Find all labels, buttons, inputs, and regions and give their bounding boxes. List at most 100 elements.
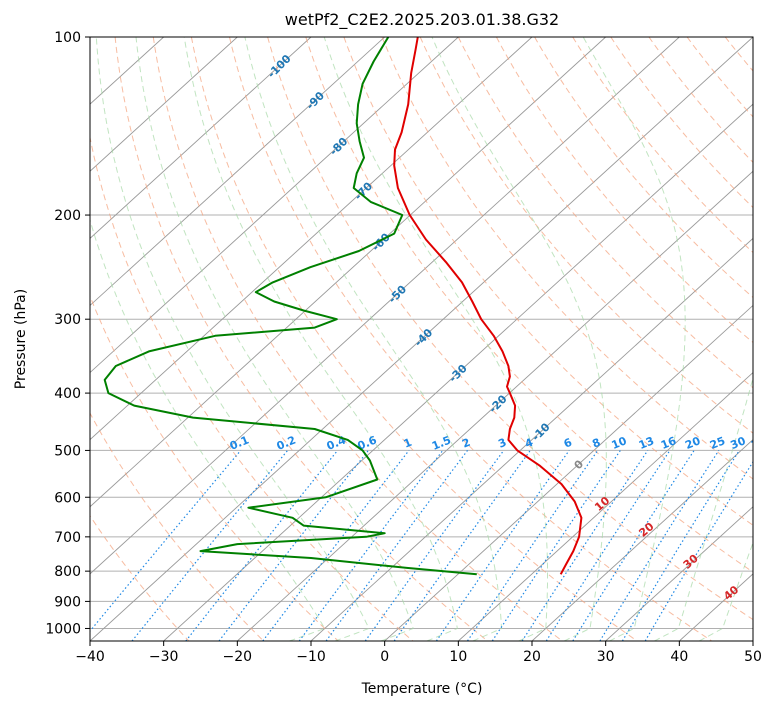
- axis-ticks: −40 −30 −20 −10 0 10 20 30 40 50 100 200 300 400 500 60…: [45, 30, 762, 665]
- dry-adiabat-line: [229, 37, 712, 641]
- dry-adiabat-line: [534, 37, 753, 299]
- dry-adiabat-line: [648, 37, 753, 164]
- x-tick-label: 40: [670, 649, 688, 665]
- moist-adiabat-label: 30: [681, 552, 701, 572]
- moist-adiabat-line: [135, 37, 414, 641]
- moist-adiabat-line: [90, 218, 326, 641]
- dry-adiabat-line: [114, 37, 488, 641]
- moist-adiabat-line: [698, 541, 753, 641]
- mixing-ratio-label: 10: [610, 434, 629, 452]
- dry-adiabat-line: [90, 412, 264, 641]
- moist-adiabat-line: [431, 37, 607, 641]
- mixing-ratio-line: [364, 450, 505, 641]
- dry-adiabat-line: [686, 37, 753, 118]
- mixing-ratio-line: [325, 450, 468, 641]
- dry-adiabat-line: [572, 37, 753, 254]
- y-tick-label: 1000: [45, 621, 81, 637]
- y-tick-label: 100: [54, 30, 81, 46]
- y-tick-label: 400: [54, 386, 81, 402]
- x-tick-label: −30: [149, 649, 179, 665]
- isotherm-line: [90, 37, 459, 374]
- mixing-ratio-line: [131, 450, 289, 641]
- mixing-ratio-line: [621, 450, 740, 641]
- dry-adiabat-line: [190, 37, 638, 641]
- temperature-profile: [393, 37, 583, 575]
- y-axis-label: Pressure (hPa): [13, 289, 29, 389]
- x-tick-label: 50: [744, 649, 762, 665]
- dry-adiabat-line: [343, 37, 753, 526]
- mixing-ratio-line: [262, 450, 410, 641]
- mixing-ratio-label: 20: [683, 434, 702, 452]
- isotherm-line: [605, 506, 753, 641]
- isotherm-line: [90, 37, 238, 172]
- mixing-ratio-line: [90, 450, 242, 632]
- y-tick-label: 300: [54, 312, 81, 328]
- mixing-ratio-label: 16: [659, 434, 678, 452]
- dry-adiabat-line: [495, 37, 753, 344]
- x-tick-label: 0: [380, 649, 389, 665]
- y-tick-label: 800: [54, 564, 81, 580]
- moist-adiabat-line: [654, 376, 753, 641]
- mixing-ratio-line: [521, 450, 649, 641]
- mixing-ratio-line: [435, 450, 570, 641]
- isotherm-line: [384, 304, 753, 641]
- isotherm-line: [531, 439, 753, 641]
- mixing-ratio-line: [599, 450, 720, 641]
- x-tick-label: 30: [597, 649, 615, 665]
- isotherm-line: [90, 37, 753, 641]
- y-tick-label: 200: [54, 208, 81, 224]
- mixing-ratio-label: 30: [728, 434, 747, 452]
- isotherm-line: [90, 37, 533, 441]
- dry-adiabat-line: [152, 37, 563, 641]
- isotherm-line: [90, 37, 606, 508]
- moist-adiabat-line: [323, 37, 548, 641]
- sounding-profiles: [103, 37, 583, 576]
- moist-adiabat-line: [244, 37, 503, 641]
- dewpoint-profile: [103, 37, 477, 576]
- isotherm-line: [90, 37, 312, 239]
- background-lines: [90, 37, 775, 641]
- x-axis-label: Temperature (°C): [361, 681, 483, 697]
- y-tick-label: 900: [54, 594, 81, 610]
- dry-adiabat-line: [305, 37, 753, 573]
- mixing-ratio-label: 8: [590, 436, 602, 451]
- dry-adiabat-line: [610, 37, 753, 209]
- mixing-ratio-line: [491, 450, 621, 641]
- mixing-ratio-line: [218, 450, 369, 641]
- x-tick-label: −10: [296, 649, 326, 665]
- isotherm-line: [458, 371, 753, 641]
- mixing-ratio-label: 3: [496, 436, 508, 451]
- isotherm-line: [752, 640, 753, 641]
- y-tick-label: 600: [54, 490, 81, 506]
- dry-adiabat-line: [90, 294, 339, 641]
- x-tick-label: 10: [449, 649, 467, 665]
- dry-adiabat-line: [267, 37, 753, 621]
- isotherm-line: [90, 37, 385, 307]
- mixing-ratio-line: [466, 450, 599, 641]
- plot-frame: [89, 36, 754, 642]
- moist-adiabat-line: [95, 37, 370, 641]
- mixing-ratio-line: [185, 450, 339, 641]
- isotherm-line: [90, 37, 680, 575]
- mixing-ratio-line: [545, 450, 671, 641]
- mixing-ratio-label: 25: [708, 434, 727, 452]
- isotherm-line: [310, 237, 753, 641]
- chart-title: wetPf2_C2E2.2025.203.01.38.G32: [285, 10, 559, 30]
- mixing-ratio-line: [393, 450, 531, 641]
- mixing-ratio-label: 1: [402, 436, 414, 451]
- mixing-ratio-label: 36: [749, 434, 768, 452]
- mixing-ratio-label: 13: [637, 434, 656, 452]
- isotherm-line: [237, 170, 753, 641]
- dry-adiabat-line: [90, 514, 190, 641]
- dry-adiabat-line: [763, 37, 775, 641]
- dry-adiabat-line: [724, 37, 753, 72]
- dry-adiabat-line: [419, 37, 753, 434]
- moist-adiabat-line: [183, 37, 458, 641]
- y-tick-label: 700: [54, 530, 81, 546]
- mixing-ratio-label: 6: [562, 436, 574, 451]
- isotherm-line: [163, 103, 753, 641]
- x-tick-label: −40: [75, 649, 105, 665]
- x-tick-label: 20: [523, 649, 541, 665]
- mixing-ratio-label: 2: [460, 436, 472, 451]
